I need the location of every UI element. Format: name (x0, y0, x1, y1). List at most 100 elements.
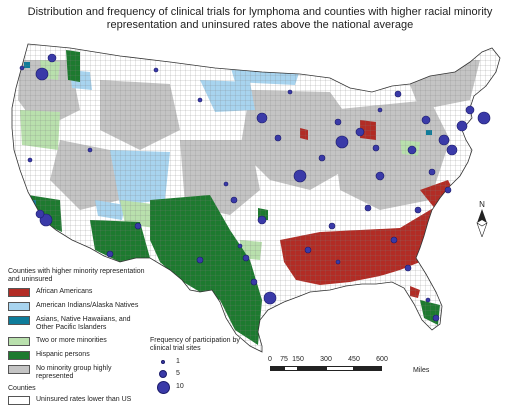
trial-site-circle (274, 134, 282, 142)
trial-site-circle (438, 134, 450, 146)
scale-tick-label: 0 (268, 356, 272, 363)
trial-site-circle (196, 256, 204, 264)
legend-label: Hispanic persons (36, 351, 90, 358)
legend-swatch (8, 288, 30, 297)
trial-site-circle (106, 250, 114, 258)
trial-site-circle (223, 181, 229, 187)
trial-site-circle (87, 147, 93, 153)
legend-heading: Counties with higher minority representa… (8, 268, 145, 283)
trial-site-circle (134, 222, 142, 230)
legend-label: No minority group highly represented (36, 365, 112, 380)
trial-site-circle (35, 209, 45, 219)
scale-tick-label: 450 (348, 356, 360, 363)
scale-segment (326, 366, 354, 371)
scale-segment (354, 366, 382, 371)
frequency-legend-row: 5 (150, 368, 260, 380)
trial-site-circle (414, 206, 422, 214)
frequency-legend-row: 1 (150, 356, 260, 368)
scale-tick-label: 150 (292, 356, 304, 363)
trial-site-circle (355, 127, 365, 137)
trial-site-circle (465, 105, 475, 115)
trial-site-circle (250, 278, 258, 286)
frequency-legend-heading: Frequency of participation by clinical t… (150, 337, 240, 352)
trial-site-circle (477, 111, 491, 125)
trial-site-circle (153, 67, 159, 73)
trial-site-circle (230, 196, 238, 204)
trial-site-circle (456, 120, 468, 132)
trial-site-circle (47, 53, 57, 63)
scale-segment (298, 366, 326, 371)
trial-site-circle (256, 112, 268, 124)
trial-site-circle (237, 243, 243, 249)
legend-item-american-indians: American Indians/Alaska Natives (8, 302, 148, 311)
trial-site-symbol (156, 380, 170, 394)
map-title-line2: representation and uninsured rates above… (106, 19, 414, 31)
scale-tick-label: 300 (320, 356, 332, 363)
trial-site-circle (446, 144, 458, 156)
trial-site-circle (364, 204, 372, 212)
trial-sites (19, 53, 491, 322)
trial-site-circle (404, 264, 412, 272)
counties-heading: Counties (8, 385, 36, 392)
trial-site-circle (27, 157, 33, 163)
trial-site-circle (328, 222, 336, 230)
legend-swatch (8, 302, 30, 311)
trial-site-circle (304, 246, 312, 254)
scale-tick-label: 600 (376, 356, 388, 363)
scale-segment (270, 366, 284, 371)
legend-item-two-or-more: Two or more minorities (8, 337, 148, 346)
scale-bar: 0 75 150 300 450 600 Miles (268, 356, 429, 376)
north-arrow-label: N (479, 200, 485, 209)
legend-swatch (8, 396, 30, 405)
minority-legend: Counties with higher minority representa… (8, 268, 148, 410)
legend-swatch (8, 365, 30, 374)
trial-site-circle (375, 171, 385, 181)
trial-site-circle (335, 135, 349, 149)
trial-site-circle (287, 89, 293, 95)
map-title-line1: Distribution and frequency of clinical t… (27, 6, 493, 18)
trial-site-circle (432, 314, 440, 322)
legend-label: American Indians/Alaska Natives (36, 302, 139, 309)
legend-item-lower-uninsured: Uninsured rates lower than US (8, 396, 148, 405)
legend-label: Uninsured rates lower than US (36, 396, 132, 403)
frequency-legend: Frequency of participation by clinical t… (150, 337, 260, 394)
trial-site-circle (372, 144, 380, 152)
legend-item-no-minority: No minority group highly represented (8, 365, 148, 381)
legend-item-hispanic: Hispanic persons (8, 351, 148, 360)
frequency-legend-label: 10 (176, 383, 184, 390)
trial-site-symbol (161, 360, 165, 364)
legend-label: Two or more minorities (36, 337, 107, 344)
trial-site-circle (35, 67, 49, 81)
trial-site-circle (335, 259, 341, 265)
trial-site-circle (444, 186, 452, 194)
trial-site-circle (318, 154, 326, 162)
trial-site-circle (407, 145, 417, 155)
legend-item-asians-pacific: Asians, Native Hawaiians, and Other Paci… (8, 316, 148, 332)
trial-site-circle (242, 254, 250, 262)
trial-site-circle (394, 90, 402, 98)
legend-swatch (8, 337, 30, 346)
trial-site-circle (263, 291, 277, 305)
frequency-legend-row: 10 (150, 380, 260, 394)
trial-site-circle (377, 107, 383, 113)
trial-site-circle (428, 168, 436, 176)
trial-site-circle (257, 215, 267, 225)
north-arrow: N (476, 200, 488, 240)
legend-label: African Americans (36, 288, 93, 295)
trial-site-circle (425, 297, 431, 303)
trial-site-circle (293, 169, 307, 183)
trial-site-circle (334, 118, 342, 126)
trial-site-circle (421, 115, 431, 125)
legend-label: Asians, Native Hawaiians, and Other Paci… (36, 316, 131, 331)
trial-site-circle (390, 236, 398, 244)
trial-site-symbol (159, 370, 167, 378)
legend-swatch (8, 316, 30, 325)
frequency-legend-label: 5 (176, 370, 180, 377)
map-title: Distribution and frequency of clinical t… (0, 6, 520, 32)
trial-site-circle (19, 65, 25, 71)
scale-tick-label: 75 (280, 356, 288, 363)
legend-swatch (8, 351, 30, 360)
frequency-legend-label: 1 (176, 358, 180, 365)
